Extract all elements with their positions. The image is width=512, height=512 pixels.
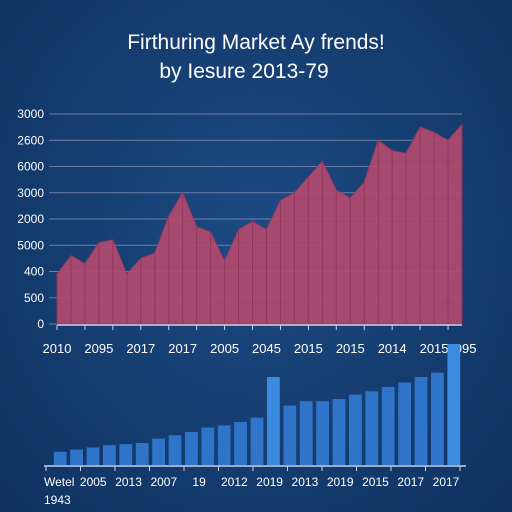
bar-x-tick-label-7: 2013 [292,475,319,489]
bar-11 [234,422,247,465]
bar-x-tick-labels: Wetel 2005 2013 2007 19 2012 2019 2013 2019 2015 2… [44,475,460,507]
bar-6 [152,438,165,465]
bar-series [53,344,461,465]
bar-20 [381,386,395,465]
chart-subtitle: by Iesure 2013-79 [159,60,329,83]
bar-24 [447,344,461,465]
area-series [56,123,463,325]
area-x-tick-label-2: 2017 [126,341,155,356]
area-y-tick-label-6: 400 [24,265,44,279]
bar-19 [365,391,379,465]
bar-x-tick-label-8: 2019 [327,475,354,489]
bar-x-tick-label-6: 2019 [256,475,283,489]
area-x-tick-label-9: 2015 [420,341,449,356]
bar-x-extra-label: 1943 [44,493,71,507]
area-y-tick-label-2: 6000 [17,160,44,174]
area-y-tick-label-4: 2000 [17,212,44,226]
bar-5 [135,443,149,465]
area-y-tick-label-3: 3000 [17,186,44,200]
bar-2 [86,447,100,465]
bar-x-tick-label-2: 2013 [115,475,142,489]
bar-7 [168,435,182,465]
bar-x-tick-label-0: Wetel [44,475,74,489]
bar-4 [119,444,133,465]
area-x-tick-label-6: 2015 [294,341,323,356]
bar-12 [250,417,264,465]
bar-x-tick-label-3: 2007 [150,475,177,489]
bar-x-tick-label-11: 2017 [433,475,460,489]
area-x-tick-labels: 2010 2095 2017 2017 2005 2045 2015 2015 2014 2015… [43,341,477,356]
chart-title: Firthuring Market Ay frends! [127,31,385,54]
bar-15 [299,401,313,465]
area-y-tick-label-8: 0 [37,317,44,331]
bar-1 [70,449,83,465]
area-x-tick-label-7: 2015 [336,341,365,356]
bar-9 [201,427,215,465]
area-x-tick-label-0: 2010 [43,341,72,356]
bar-x-tick-label-4: 19 [192,475,206,489]
area-series-fill [56,123,463,325]
bar-x-tick-label-10: 2017 [397,475,424,489]
area-x-tick-label-3: 2017 [168,341,197,356]
area-axis [56,324,462,330]
bar-14 [283,405,297,465]
bar-axis [44,465,466,471]
area-y-tick-label-1: 2600 [17,133,44,147]
bar-13 [267,377,280,465]
bar-0 [53,451,67,465]
bar-16 [316,401,329,465]
area-x-tick-label-4: 2005 [210,341,239,356]
area-x-tick-label-1: 2095 [84,341,113,356]
bar-x-tick-label-5: 2012 [221,475,248,489]
bar-21 [398,382,411,465]
area-y-tick-label-5: 5000 [17,238,44,252]
area-x-tick-label-8: 2014 [378,341,407,356]
bar-3 [103,445,116,465]
bar-8 [185,432,198,465]
area-y-tick-label-0: 3000 [17,107,44,121]
bar-22 [414,377,428,465]
bar-18 [349,394,362,465]
bar-10 [217,425,231,465]
bar-17 [332,399,346,465]
bar-x-tick-label-9: 2015 [362,475,389,489]
area-y-tick-label-7: 500 [24,291,44,305]
bar-x-tick-label-1: 2005 [80,475,107,489]
area-x-tick-label-5: 2045 [252,341,281,356]
bar-23 [431,372,444,465]
